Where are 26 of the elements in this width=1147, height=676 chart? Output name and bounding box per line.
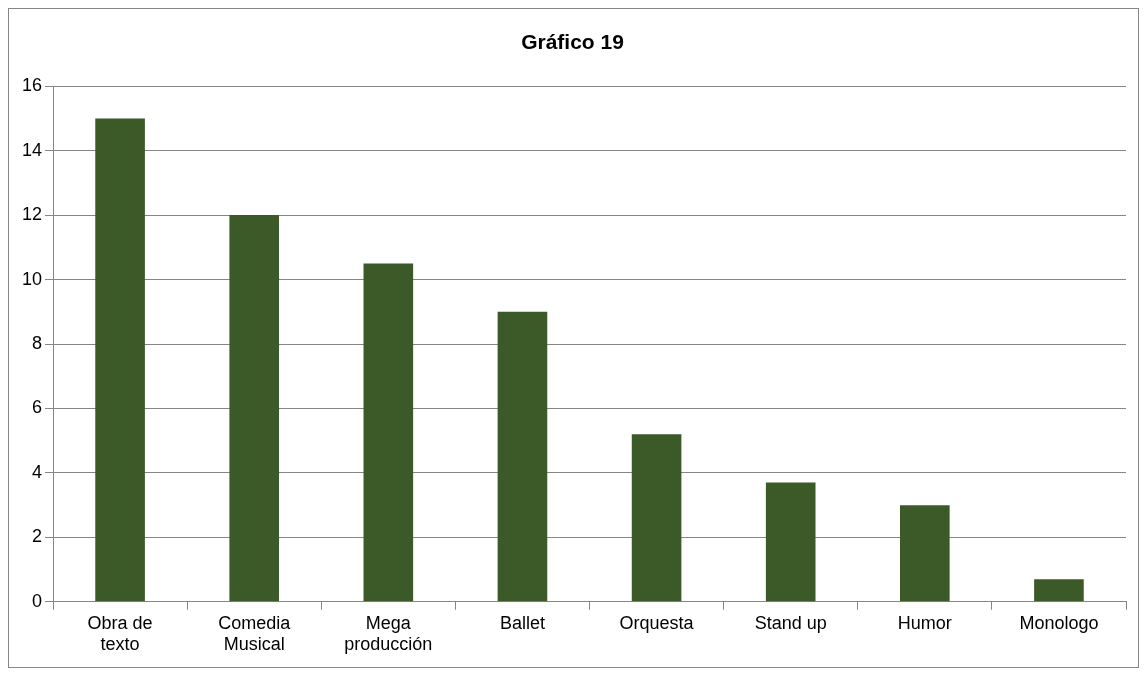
y-tick-label: 2 (32, 526, 43, 547)
x-tick-label: Mega producción (344, 612, 433, 655)
y-tick-label: 4 (32, 461, 43, 482)
y-tick-label: 12 (21, 204, 43, 225)
y-tick-label: 6 (32, 397, 43, 418)
bar (765, 482, 816, 602)
y-tick-label: 14 (21, 139, 43, 160)
x-tick-label: Humor (897, 612, 952, 633)
x-tick-label: Comedia Musical (218, 612, 292, 655)
x-tick-label: Stand up (754, 612, 827, 633)
chart-title: Gráfico 19 (521, 30, 624, 54)
y-tick-label: 10 (21, 268, 43, 289)
y-tick-label: 0 (32, 590, 43, 611)
bar (95, 118, 145, 602)
x-tick-label: Monologo (1019, 612, 1099, 633)
bar (229, 215, 280, 602)
y-tick-label: 8 (32, 332, 43, 353)
x-tick-label: Obra de texto (87, 612, 153, 655)
bar (1034, 579, 1084, 602)
bar (497, 311, 548, 602)
x-tick-label: Orquesta (619, 612, 695, 633)
bar (900, 505, 950, 602)
bar (631, 434, 682, 602)
bar (363, 263, 414, 602)
x-tick-label: Ballet (499, 612, 545, 633)
y-tick-label: 16 (21, 75, 43, 96)
